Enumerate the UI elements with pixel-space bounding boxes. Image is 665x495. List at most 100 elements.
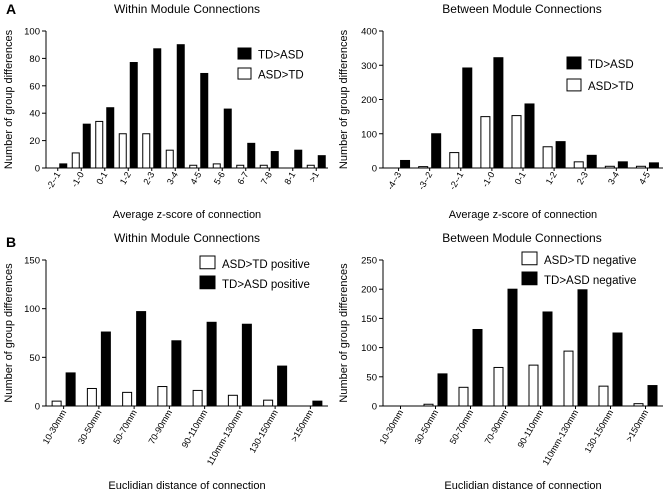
y-tick-label: 150 — [24, 256, 40, 267]
legend-swatch — [237, 47, 252, 60]
bar-dark — [153, 48, 162, 169]
bar-dark — [176, 44, 185, 169]
x-tick-label: 5-6 — [212, 170, 227, 186]
y-tick-label: 100 — [24, 27, 40, 38]
bar-light — [635, 165, 646, 169]
x-tick-label: 90-110mm — [180, 408, 210, 450]
chart-title: Between Module Connections — [442, 2, 601, 16]
bar-dark — [65, 372, 76, 407]
y-tick-label: 50 — [29, 353, 40, 364]
panel-letter-a: A — [6, 1, 16, 17]
x-tick-label: 1-2 — [544, 170, 559, 186]
bar-dark — [82, 123, 91, 169]
bar-dark — [612, 332, 623, 407]
x-tick-label: >150mm — [624, 408, 650, 444]
chart-title: Within Module Connections — [114, 231, 260, 245]
legend-swatch — [566, 56, 582, 70]
x-tick-label: 4-5 — [637, 170, 652, 186]
bar-dark — [59, 163, 68, 169]
x-axis-label: Euclidian distance of connection — [108, 480, 265, 492]
y-tick-label: 0 — [372, 402, 377, 413]
bar-dark — [437, 373, 448, 407]
bar-dark — [472, 328, 483, 407]
y-tick-label: 100 — [361, 129, 377, 140]
x-tick-label: 70-90mm — [146, 408, 174, 446]
bar-light — [95, 120, 104, 169]
bar-dark — [317, 155, 326, 169]
bar-dark — [400, 159, 411, 169]
x-axis-label: Average z-score of connection — [113, 209, 261, 221]
chart-between-zscore: Between Module Connections 0 100 200 300 400 N… — [338, 2, 663, 221]
x-tick-label: 3-4 — [165, 170, 180, 186]
y-tick-label: 100 — [24, 304, 40, 315]
x-axis-label: Euclidian distance of connection — [444, 480, 601, 492]
bar-dark — [431, 133, 442, 169]
legend-label: ASD>TD negative — [544, 255, 636, 267]
legend-label: TD>ASD negative — [544, 275, 636, 287]
bar-light — [189, 164, 198, 169]
y-tick-label: 250 — [361, 256, 377, 267]
bar-light — [480, 116, 491, 169]
bar-light — [598, 385, 609, 407]
y-tick-label: 300 — [361, 61, 377, 72]
x-tick-label: -2--1 — [447, 170, 465, 191]
bar-dark — [462, 67, 473, 169]
bar-dark — [277, 365, 288, 407]
legend-label: TD>ASD — [588, 59, 634, 71]
x-tick-label: 0-1 — [94, 170, 109, 186]
bar-light — [633, 403, 644, 407]
bar-light — [236, 164, 245, 169]
y-axis-label: Number of group differences — [3, 263, 15, 403]
x-tick-label: -1-0 — [480, 170, 497, 189]
legend-label: ASD>TD — [588, 81, 634, 93]
bar-dark — [206, 321, 217, 407]
legend-label: ASD>TD positive — [222, 259, 310, 271]
bar-dark — [129, 62, 138, 169]
legend-label: ASD>TD — [258, 69, 304, 81]
x-tick-label: 6-7 — [235, 170, 250, 186]
bar-dark — [507, 288, 518, 407]
bar-dark — [312, 400, 323, 407]
bar-light — [511, 115, 522, 169]
y-axis-label: Number of group differences — [338, 29, 350, 169]
bar-light — [449, 152, 460, 169]
bar-light — [227, 394, 238, 407]
bar-light — [51, 400, 62, 407]
bar-dark — [617, 161, 628, 169]
y-tick-label: 80 — [29, 54, 40, 65]
legend-label: TD>ASD — [258, 49, 304, 61]
bar-dark — [294, 149, 303, 169]
bar-dark — [648, 162, 659, 169]
bar-dark — [223, 108, 232, 169]
bar-dark — [586, 154, 597, 169]
legend-swatch — [199, 255, 216, 270]
y-tick-label: 50 — [366, 372, 377, 383]
bar-dark — [241, 323, 252, 407]
legend: ASD>TD negative TD>ASD negative — [521, 251, 636, 287]
chart-title: Between Module Connections — [442, 231, 601, 245]
x-tick-label: 90-110mm — [515, 408, 545, 450]
bar-light — [423, 403, 434, 407]
y-tick-label: 40 — [29, 109, 40, 120]
y-tick-label: 0 — [372, 164, 377, 175]
x-tick-label: 2-3 — [575, 170, 590, 186]
y-tick-label: 0 — [35, 164, 40, 175]
bar-dark — [100, 331, 111, 407]
y-axis-label: Number of group differences — [338, 263, 350, 403]
bar-light — [71, 152, 80, 169]
panel-letter-b: B — [6, 234, 16, 250]
bar-light — [212, 163, 221, 169]
bar-light — [528, 364, 539, 407]
chart-within-distance: Within Module Connections 0 50 100 150 Number… — [3, 231, 328, 492]
legend-swatch — [237, 67, 252, 80]
y-tick-label: 400 — [361, 27, 377, 38]
x-tick-label: -2--1 — [44, 170, 62, 191]
x-tick-label: 50-70mm — [111, 408, 139, 446]
x-tick-label: 1-2 — [118, 170, 133, 186]
legend-swatch — [566, 78, 582, 92]
y-tick-label: 60 — [29, 81, 40, 92]
x-tick-label: 4-5 — [188, 170, 203, 186]
legend-swatch — [521, 271, 538, 286]
bar-light — [165, 149, 174, 169]
bar-dark — [247, 142, 256, 169]
